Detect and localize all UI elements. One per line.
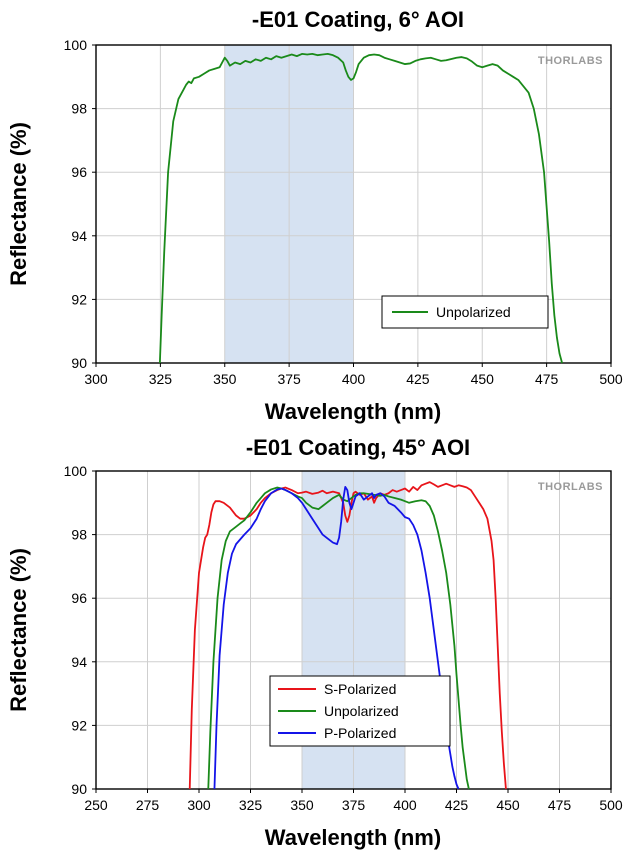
x-tick-label: 350 [290,797,314,813]
x-axis-label: Wavelength (nm) [265,399,441,424]
legend-box [381,295,549,329]
y-tick-label: 100 [64,37,88,53]
y-tick-label: 92 [71,717,87,733]
thorlabs-logo: THORLABS [538,481,603,493]
x-tick-label: 400 [342,371,366,387]
y-tick-label: 90 [71,781,87,797]
y-axis-label: Reflectance (%) [6,122,31,286]
y-tick-label: 94 [71,654,87,670]
x-tick-label: 375 [342,797,366,813]
x-tick-label: 450 [496,797,520,813]
x-tick-label: 425 [445,797,469,813]
x-tick-label: 400 [393,797,417,813]
series-line-s-polarized [188,481,507,790]
y-tick-label: 96 [71,164,87,180]
legend-label: P-Polarized [324,725,396,741]
x-tick-labels: 300 325 350 375 400 425 450 475 500 [84,363,623,387]
chart-6deg: -E01 Coating, 6° AOI 300 325 350 375 400 425 4… [6,7,623,424]
y-tick-label: 90 [71,355,87,371]
x-tick-label: 250 [84,797,108,813]
x-tick-label: 275 [136,797,160,813]
x-tick-label: 325 [239,797,263,813]
x-axis-label: Wavelength (nm) [265,825,441,850]
y-tick-label: 92 [71,291,87,307]
series-line-p-polarized [213,485,460,790]
x-tick-label: 425 [406,371,430,387]
y-tick-labels: 90 92 94 96 98 100 [64,463,96,797]
y-tick-label: 96 [71,590,87,606]
y-tick-label: 98 [71,527,87,543]
y-axis-label: Reflectance (%) [6,548,31,712]
series-line-unpolarized [158,53,563,364]
series-lines [158,53,563,364]
x-tick-label: 475 [548,797,572,813]
y-tick-label: 98 [71,101,87,117]
x-tick-label: 475 [535,371,559,387]
x-tick-label: 500 [599,371,623,387]
chart-title: -E01 Coating, 6° AOI [252,7,464,32]
legend-label: Unpolarized [436,304,511,320]
x-tick-label: 325 [149,371,173,387]
legend: S-Polarized Unpolarized P-Polarized [269,675,451,747]
y-tick-label: 94 [71,228,87,244]
chart-title: -E01 Coating, 45° AOI [246,435,470,460]
legend-label: Unpolarized [324,703,399,719]
chart-45deg: -E01 Coating, 45° AOI 250 275 300 325 350 375… [6,435,623,850]
x-tick-label: 450 [471,371,495,387]
legend: Unpolarized [381,295,549,329]
x-tick-label: 300 [187,797,211,813]
series-lines [188,481,507,790]
x-tick-labels: 250 275 300 325 350 375 400 425 450 475 500 [84,789,623,813]
x-tick-label: 350 [213,371,237,387]
x-tick-label: 300 [84,371,108,387]
thorlabs-logo: THORLABS [538,55,603,67]
x-tick-label: 500 [599,797,623,813]
legend-label: S-Polarized [324,681,396,697]
y-tick-label: 100 [64,463,88,479]
x-tick-label: 375 [277,371,301,387]
y-tick-labels: 90 92 94 96 98 100 [64,37,96,371]
